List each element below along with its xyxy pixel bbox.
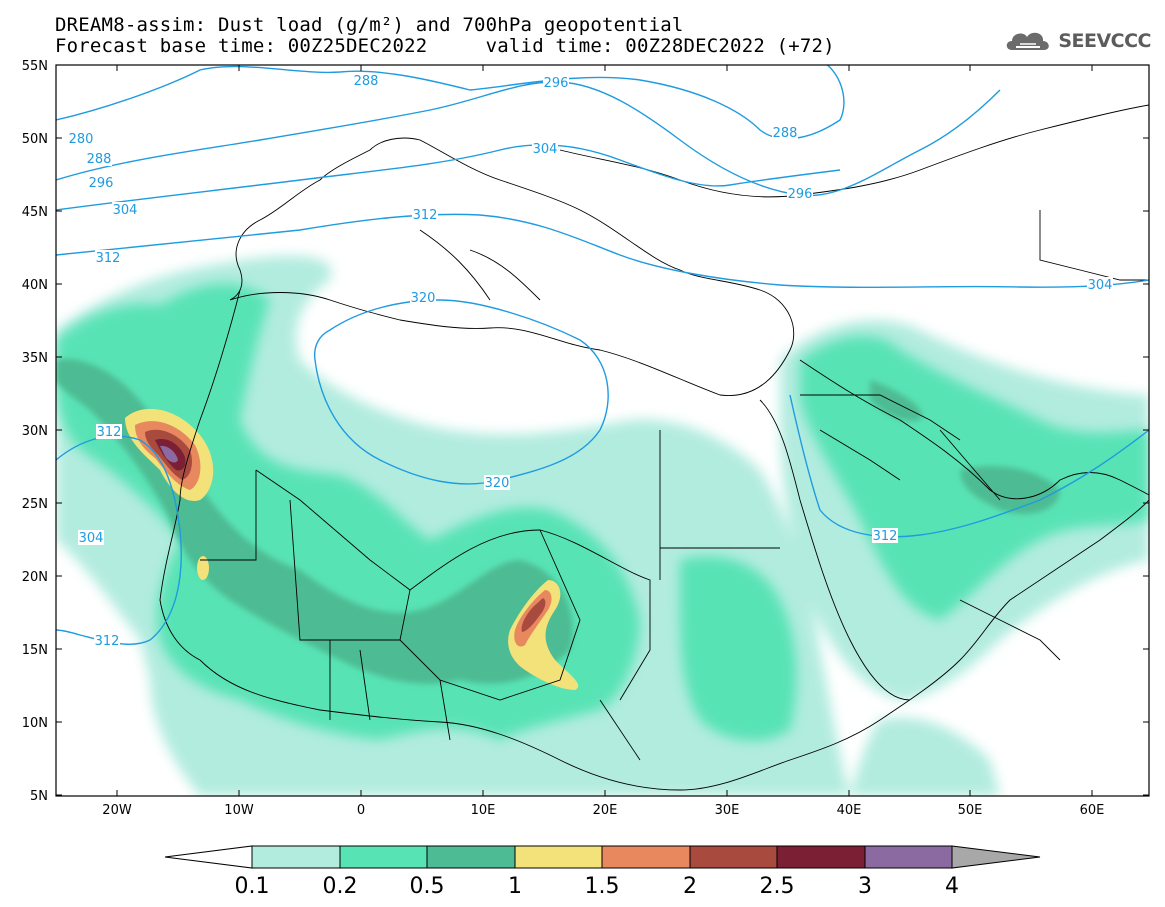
lon-label: 40E [837,803,862,818]
contour-label-304-a: 304 [113,203,138,218]
lon-label: 0 [357,803,365,818]
colorbar-tick-label: 3 [858,874,872,899]
geopotential-contours [56,65,1149,645]
colorbar-tick-label: 2.5 [760,874,795,899]
dust-hotspot-canary [125,408,214,580]
contour-label-304-b: 304 [533,142,558,157]
colorbar-bin [514,845,603,869]
colorbar-bin [864,845,953,869]
colorbar-tick-label: 0.5 [410,874,445,899]
lat-label: 45N [22,205,48,220]
contour-label-296-b: 296 [89,176,114,191]
logo-text: SEEVCCC [1058,30,1151,52]
lat-label: 55N [22,59,48,74]
colorbar-bin-over [951,845,1041,869]
contour-labels: 288 296 288 280 288 296 304 312 304 296 … [68,73,1113,649]
lat-label: 15N [22,643,48,658]
colorbar-tick-label: 0.2 [323,874,358,899]
coastlines-borders [159,104,1149,791]
lat-label: 50N [22,132,48,147]
contour-label-304-d: 304 [1088,278,1113,293]
contour-label-312-b: 312 [413,208,438,223]
lat-label: 10N [22,716,48,731]
lon-label: 10W [224,803,254,818]
colorbar-tick-label: 1 [508,874,522,899]
lat-label: 20N [22,570,48,585]
contour-label-312-e: 312 [873,529,898,544]
contour-label-280: 280 [69,132,94,147]
contour-label-312-a: 312 [96,251,121,266]
map-title: DREAM8-assim: Dust load (g/m²) and 700hP… [55,14,684,36]
lon-label: 50E [958,803,983,818]
axis-ticks [56,64,1149,796]
lat-label: 40N [22,278,48,293]
contour-label-320-b: 320 [485,476,510,491]
contour-label-320-a: 320 [411,291,436,306]
cloud-logo-icon [1007,32,1050,50]
contour-label-312-d: 312 [95,634,120,649]
map-panel: 288 296 288 280 288 296 304 312 304 296 … [56,65,1149,796]
latitude-labels: 55N 50N 45N 40N 35N 30N 25N 20N 15N 10N … [22,59,48,804]
contour-label-304-c: 304 [79,531,104,546]
lon-label: 20W [102,803,132,818]
longitude-labels: 20W 10W 0 10E 20E 30E 40E 50E 60E [102,803,1104,818]
contour-label-312-c: 312 [97,425,122,440]
lat-label: 25N [22,497,48,512]
colorbar-tick-label: 0.1 [235,874,270,899]
lon-label: 30E [715,803,740,818]
seevccc-logo: SEEVCCC [1002,26,1151,56]
colorbar-tick-label: 1.5 [585,874,620,899]
colorbar-bin-under [164,845,253,869]
lon-label: 10E [471,803,496,818]
colorbar-labels: 0.1 0.2 0.5 1 1.5 2 2.5 3 4 [235,874,960,899]
lon-label: 20E [593,803,618,818]
colorbar-bin [601,845,691,869]
dust-shading [56,255,1149,796]
lat-label: 5N [30,789,48,804]
colorbar-tick-label: 2 [683,874,697,899]
contour-label-288-b: 288 [773,126,798,141]
forecast-time-line: Forecast base time: 00Z25DEC2022 valid t… [55,35,835,57]
lon-label: 60E [1080,803,1105,818]
colorbar-bin [776,845,866,869]
lat-label: 30N [22,424,48,439]
colorbar [164,845,1041,869]
contour-label-288-a: 288 [354,74,379,89]
dust-hotspot-chad [508,580,579,690]
contour-label-296-c: 296 [788,187,813,202]
colorbar-bin [689,845,778,869]
colorbar-tick-label: 4 [945,874,959,899]
contour-label-296-a: 296 [544,76,569,91]
lat-label: 35N [22,351,48,366]
contour-label-288-c: 288 [87,152,112,167]
colorbar-bin [426,845,516,869]
colorbar-bin [251,845,341,869]
colorbar-bin [339,845,428,869]
